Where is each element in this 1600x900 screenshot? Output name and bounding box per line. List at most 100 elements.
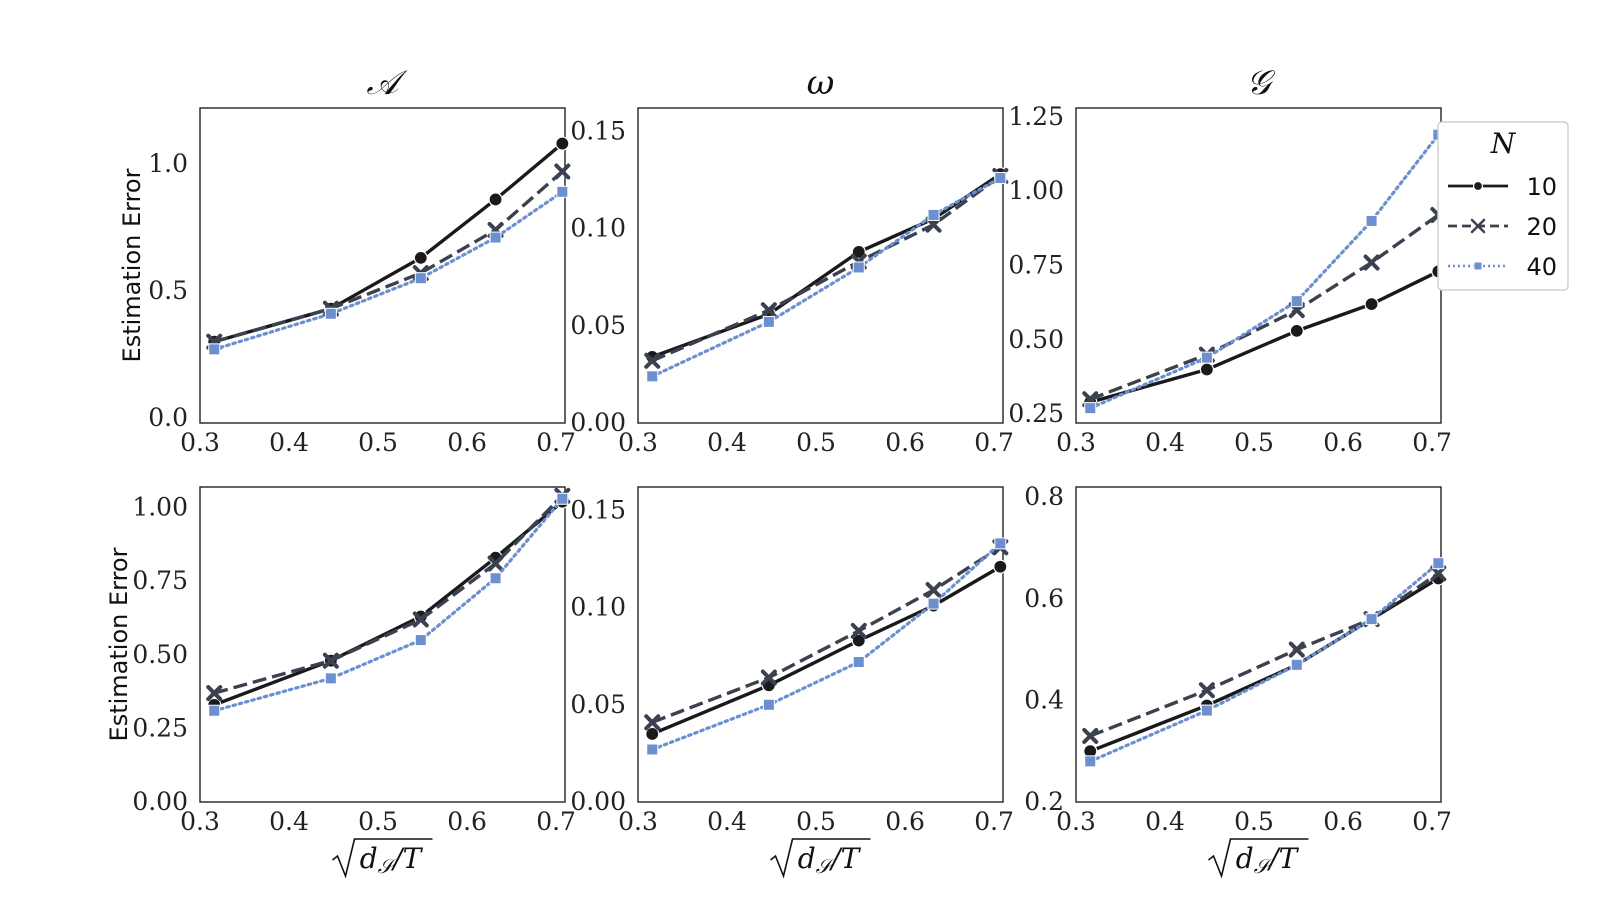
subplot-1: 0.3 0.4 0.5 0.6 0.7 0.0 0.5 1.0 𝒜 Estimation Erro… — [118, 63, 576, 457]
y-tick-label: 0.15 — [570, 495, 626, 524]
data-point — [488, 192, 503, 207]
legend-marker — [1472, 180, 1484, 192]
x-tick-label: 0.5 — [358, 807, 398, 836]
x-tick-label: 0.4 — [1145, 428, 1185, 457]
data-point — [489, 572, 502, 585]
data-point — [927, 208, 940, 221]
data-point — [852, 261, 865, 274]
data-point — [556, 185, 569, 198]
x-tick-label: 0.7 — [536, 807, 576, 836]
y-tick-label: 1.00 — [132, 493, 188, 522]
legend-marker — [1473, 261, 1483, 271]
data-point — [644, 714, 661, 731]
data-point — [489, 231, 502, 244]
x-tick-label: 0.6 — [447, 807, 487, 836]
legend-label: 40 — [1526, 253, 1557, 281]
data-point — [1082, 727, 1099, 744]
data-point — [993, 559, 1008, 574]
y-tick-label: 0.8 — [1024, 482, 1064, 511]
x-axis-label-text: d𝒮/T — [798, 842, 862, 878]
data-point — [760, 302, 777, 319]
y-tick-label: 0.75 — [1008, 251, 1064, 280]
legend-title: N — [1490, 127, 1517, 160]
y-tick-label: 0.00 — [570, 408, 626, 437]
data-point — [1430, 565, 1447, 582]
legend-label: 10 — [1526, 173, 1557, 201]
y-tick-label: 1.0 — [148, 149, 188, 178]
x-tick-label: 0.5 — [1234, 428, 1274, 457]
data-point — [925, 582, 942, 599]
y-tick-label: 0.05 — [570, 690, 626, 719]
subplot-5: 0.3 0.4 0.5 0.6 0.7 0.00 0.05 0.10 0.15 d𝒮/T — [570, 486, 1014, 879]
series-N10 — [645, 559, 1008, 742]
legend-entry-40: 40 — [1448, 253, 1557, 281]
radical-sign — [770, 838, 871, 879]
data-point — [206, 685, 223, 702]
plot-frame — [637, 486, 1004, 803]
data-point — [644, 352, 661, 369]
x-axis-label: d𝒮/T — [770, 838, 871, 879]
x-tick-label: 0.6 — [1323, 428, 1363, 457]
data-point — [994, 172, 1007, 184]
data-point — [414, 272, 427, 285]
x-tick-label: 0.7 — [536, 428, 576, 457]
data-point — [1198, 682, 1215, 699]
subplot-title: 𝒜 — [366, 63, 408, 103]
plot-frame — [199, 107, 566, 424]
data-point — [208, 343, 221, 356]
radical-sign — [1208, 838, 1309, 879]
series-N40 — [646, 537, 1007, 756]
x-tick-label: 0.3 — [618, 428, 658, 457]
subplot-3: 0.3 0.4 0.5 0.6 0.7 0.25 0.50 0.75 1.00 1.25 𝒢 — [1008, 63, 1452, 457]
x-tick-label: 0.6 — [885, 807, 925, 836]
x-tick-label: 0.7 — [974, 428, 1014, 457]
data-point — [851, 244, 866, 259]
data-point — [762, 315, 775, 328]
x-tick-label: 0.5 — [796, 807, 836, 836]
subplot-title: ω — [807, 63, 835, 103]
x-tick-label: 0.3 — [180, 807, 220, 836]
data-point — [994, 537, 1007, 550]
x-tick-label: 0.5 — [358, 428, 398, 457]
x-tick-label: 0.4 — [707, 428, 747, 457]
data-point — [1365, 214, 1378, 227]
data-point — [927, 597, 940, 610]
data-point — [322, 652, 339, 669]
y-tick-label: 1.00 — [1008, 176, 1064, 205]
legend-entry-20: 20 — [1448, 213, 1557, 241]
series-N40 — [1084, 557, 1445, 768]
data-point — [850, 622, 867, 639]
x-tick-label: 0.3 — [180, 428, 220, 457]
y-tick-label: 0.25 — [132, 713, 188, 742]
y-tick-label: 0.00 — [132, 787, 188, 816]
y-tick-label: 0.0 — [148, 403, 188, 432]
x-tick-label: 0.3 — [1056, 428, 1096, 457]
data-point — [324, 307, 337, 320]
legend: N 10 20 40 — [1437, 121, 1569, 291]
y-tick-label: 0.5 — [148, 276, 188, 305]
y-tick-label: 0.2 — [1024, 787, 1064, 816]
x-axis-label-text: d𝒮/T — [1236, 842, 1300, 878]
series-N40 — [208, 492, 569, 717]
data-point — [646, 743, 659, 756]
data-point — [1200, 351, 1213, 364]
legend-label: 20 — [1526, 213, 1557, 241]
subplot-2: 0.3 0.4 0.5 0.6 0.7 0.00 0.05 0.10 0.15 ω — [570, 63, 1014, 457]
data-point — [762, 698, 775, 711]
x-axis-label: d𝒮/T — [1208, 838, 1309, 879]
data-point — [413, 250, 428, 265]
x-tick-label: 0.7 — [1412, 428, 1452, 457]
data-point — [324, 672, 337, 685]
data-point — [1289, 323, 1304, 338]
data-point — [1290, 295, 1303, 308]
y-tick-label: 0.10 — [570, 214, 626, 243]
data-point — [1365, 613, 1378, 626]
y-tick-label: 0.50 — [1008, 325, 1064, 354]
x-tick-label: 0.4 — [707, 807, 747, 836]
x-axis-label: d𝒮/T — [332, 838, 433, 879]
y-tick-label: 0.25 — [1008, 399, 1064, 428]
x-tick-label: 0.4 — [269, 428, 309, 457]
data-point — [208, 704, 221, 717]
data-point — [414, 634, 427, 647]
